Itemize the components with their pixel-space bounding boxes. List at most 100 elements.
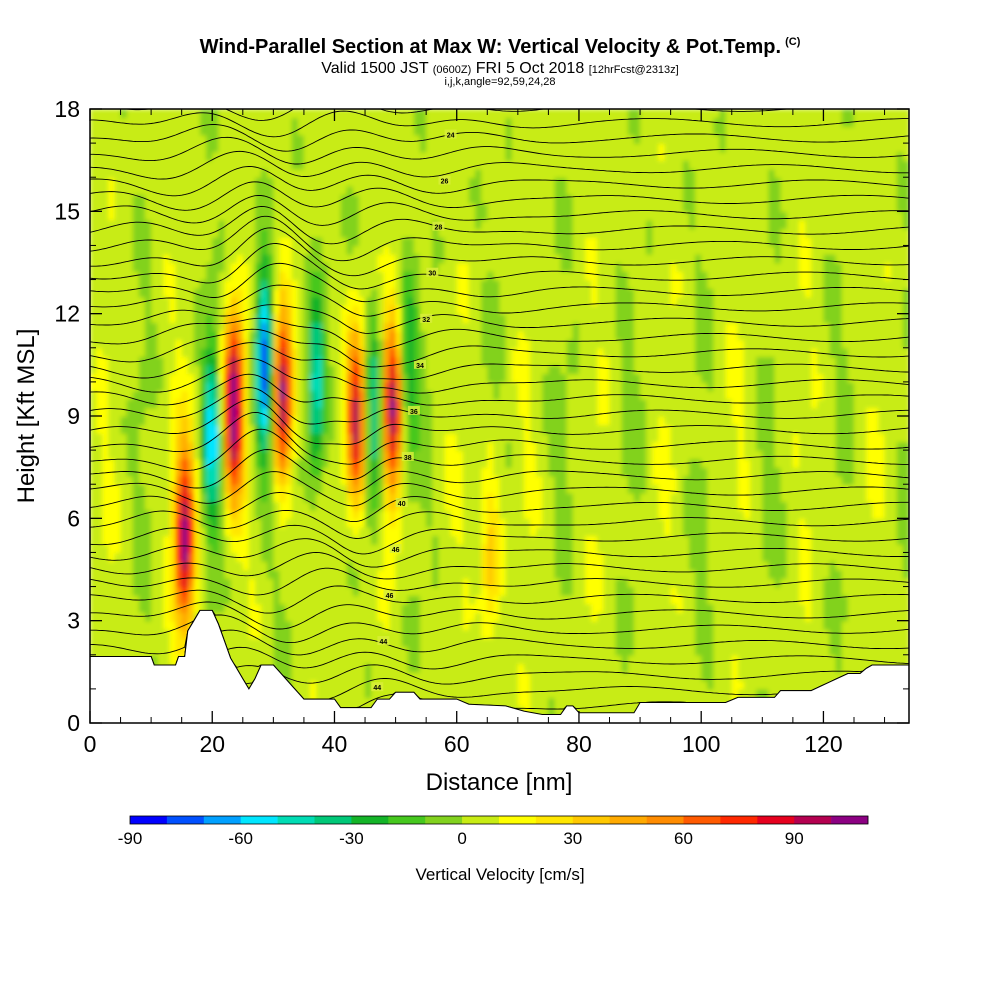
- velocity-cell: [297, 407, 305, 417]
- velocity-cell: [126, 441, 134, 451]
- velocity-cell: [395, 492, 403, 503]
- velocity-cell: [175, 433, 183, 443]
- velocity-cell: [151, 637, 158, 647]
- velocity-cell: [236, 509, 244, 520]
- velocity-cell: [426, 501, 434, 511]
- velocity-cell: [432, 518, 440, 528]
- velocity-cell: [102, 219, 110, 230]
- velocity-cell: [102, 313, 110, 323]
- velocity-cell: [120, 441, 128, 451]
- velocity-cell: [487, 654, 495, 665]
- velocity-cell: [389, 407, 397, 417]
- velocity-cell: [163, 569, 171, 579]
- velocity-cell: [169, 219, 177, 230]
- velocity-cell: [481, 168, 489, 178]
- velocity-cell: [340, 185, 348, 196]
- velocity-cell: [273, 151, 281, 161]
- velocity-cell: [487, 433, 495, 443]
- velocity-cell: [426, 526, 434, 537]
- velocity-cell: [505, 236, 513, 247]
- velocity-cell: [169, 492, 177, 503]
- velocity-cell: [346, 151, 354, 161]
- velocity-cell: [316, 271, 323, 281]
- velocity-cell: [475, 595, 482, 605]
- velocity-cell: [475, 561, 482, 571]
- velocity-cell: [340, 663, 348, 673]
- velocity-cell: [322, 398, 330, 409]
- velocity-cell: [371, 484, 378, 494]
- velocity-cell: [444, 603, 452, 613]
- velocity-cell: [255, 109, 262, 119]
- velocity-cell: [279, 509, 287, 520]
- velocity-cell: [126, 586, 134, 596]
- velocity-cell: [218, 501, 226, 511]
- velocity-cell: [487, 526, 495, 537]
- velocity-cell: [432, 595, 440, 605]
- velocity-cell: [511, 603, 519, 613]
- velocity-cell: [420, 569, 427, 579]
- velocity-cell: [145, 518, 152, 528]
- velocity-cell: [236, 663, 244, 673]
- velocity-cell: [481, 424, 489, 434]
- velocity-cell: [395, 347, 403, 358]
- velocity-cell: [432, 390, 440, 400]
- velocity-cell: [236, 151, 244, 161]
- velocity-cell: [444, 194, 452, 204]
- velocity-cell: [175, 305, 183, 315]
- velocity-cell: [371, 219, 378, 230]
- velocity-cell: [255, 305, 262, 315]
- velocity-cell: [389, 552, 397, 562]
- velocity-cell: [120, 526, 128, 537]
- velocity-cell: [218, 262, 226, 272]
- velocity-cell: [120, 637, 128, 647]
- velocity-cell: [273, 381, 281, 392]
- velocity-cell: [120, 364, 128, 375]
- velocity-cell: [114, 569, 122, 579]
- velocity-cell: [371, 603, 378, 613]
- velocity-cell: [273, 586, 281, 596]
- velocity-cell: [395, 484, 403, 494]
- velocity-cell: [120, 612, 128, 622]
- velocity-cell: [413, 126, 421, 136]
- velocity-cell: [163, 381, 171, 392]
- velocity-cell: [456, 492, 464, 503]
- velocity-cell: [297, 671, 305, 682]
- velocity-cell: [261, 228, 268, 238]
- velocity-cell: [96, 552, 103, 562]
- velocity-cell: [413, 254, 421, 264]
- velocity-cell: [102, 117, 110, 127]
- velocity-cell: [132, 433, 140, 443]
- velocity-cell: [432, 228, 440, 238]
- velocity-cell: [285, 356, 293, 366]
- velocity-cell: [157, 185, 165, 196]
- velocity-cell: [352, 543, 360, 554]
- velocity-cell: [297, 262, 305, 272]
- velocity-cell: [181, 552, 189, 562]
- velocity-cell: [193, 569, 201, 579]
- velocity-cell: [438, 680, 446, 690]
- velocity-cell: [316, 356, 323, 366]
- velocity-cell: [383, 254, 391, 264]
- velocity-cell: [169, 160, 177, 170]
- velocity-cell: [303, 347, 311, 358]
- velocity-cell: [230, 194, 238, 204]
- velocity-cell: [352, 612, 360, 622]
- velocity-cell: [450, 552, 458, 562]
- velocity-cell: [487, 194, 495, 204]
- velocity-cell: [138, 296, 146, 306]
- velocity-cell: [462, 305, 470, 315]
- velocity-cell: [322, 424, 330, 434]
- velocity-cell: [151, 356, 158, 366]
- velocity-cell: [407, 543, 415, 554]
- velocity-cell: [365, 688, 372, 699]
- velocity-cell: [493, 202, 501, 213]
- velocity-cell: [328, 671, 336, 682]
- velocity-cell: [279, 228, 287, 238]
- velocity-cell: [175, 569, 183, 579]
- velocity-cell: [462, 373, 470, 383]
- velocity-cell: [200, 390, 207, 400]
- velocity-cell: [96, 467, 103, 477]
- velocity-cell: [96, 416, 103, 426]
- velocity-cell: [291, 322, 299, 332]
- velocity-cell: [475, 526, 482, 537]
